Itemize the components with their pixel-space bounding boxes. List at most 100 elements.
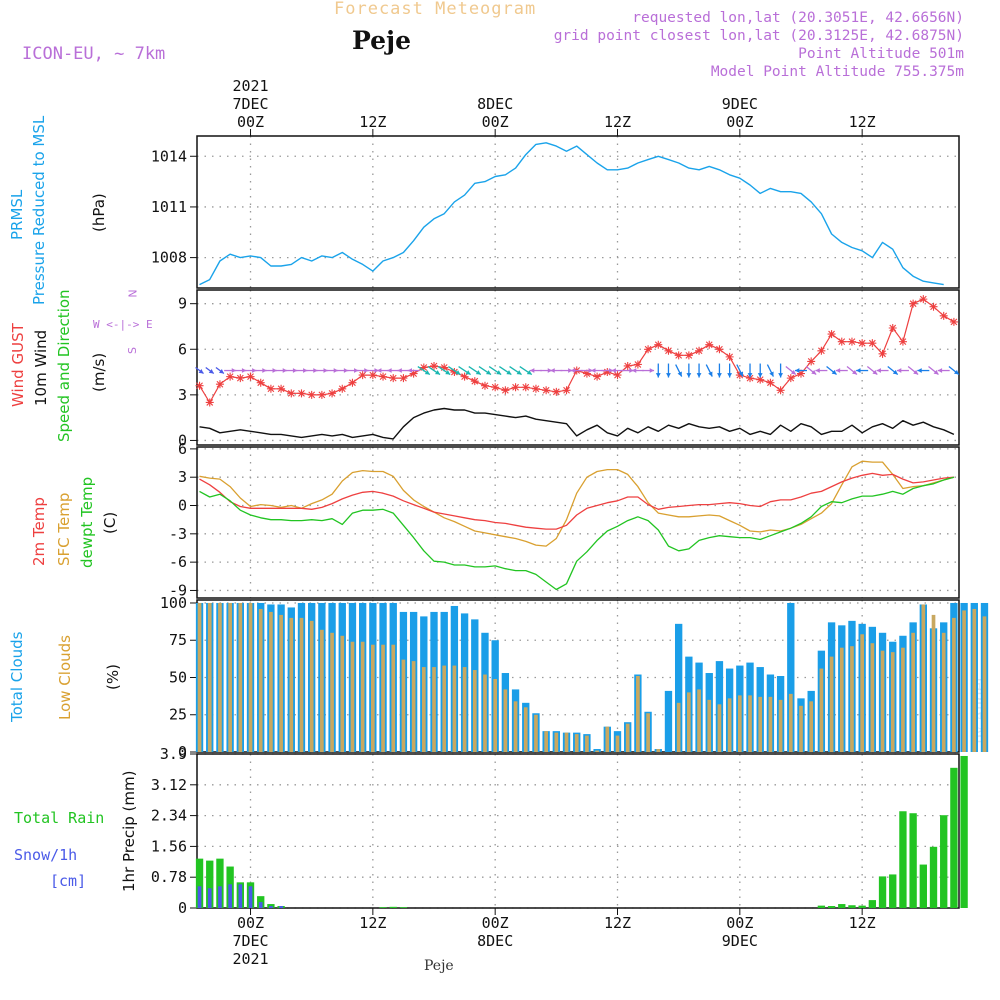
- wind-arrow-head: [727, 373, 733, 378]
- wind-arrow-head: [506, 370, 512, 375]
- wind-arrow-head: [387, 368, 392, 373]
- wind-arrow-head: [475, 370, 481, 375]
- low-cloud-bar: [421, 667, 426, 752]
- snow-bar: [238, 884, 243, 908]
- y-tick-label: 9: [178, 295, 187, 313]
- gust-marker: [888, 323, 897, 332]
- low-cloud-bar: [493, 678, 498, 752]
- gust-marker: [949, 317, 958, 326]
- wind-arrow-head: [282, 368, 288, 373]
- low-cloud-bar: [707, 699, 712, 752]
- time-label-top: 7DEC: [232, 95, 268, 113]
- y-tick-label: 1.56: [151, 837, 187, 855]
- gust-marker: [929, 302, 938, 311]
- panel-frame-wind: [196, 289, 960, 446]
- wind-arrow-head: [738, 371, 744, 377]
- total-cloud-bar: [787, 602, 795, 752]
- low-cloud-bar: [829, 656, 834, 752]
- model-altitude: Model Point Altitude 755.375m: [710, 64, 964, 80]
- wind-arrow-head: [686, 373, 692, 378]
- wind-arrow-head: [872, 369, 878, 375]
- gust-marker: [715, 345, 724, 354]
- low-cloud-bar: [564, 732, 569, 752]
- low-cloud-bar: [534, 714, 538, 752]
- dewpt-line: [199, 476, 955, 591]
- rain-bar: [909, 813, 917, 908]
- low-cloud-bar: [952, 617, 956, 752]
- gust-marker: [654, 340, 663, 349]
- gust-marker: [430, 361, 439, 370]
- panel-frame-temperature: [196, 446, 960, 599]
- wind-arrow-head: [529, 368, 535, 373]
- rain-bar: [929, 846, 938, 908]
- gust-marker: [256, 378, 265, 387]
- snow-bar: [207, 888, 212, 908]
- y-tick-label: 3: [178, 468, 187, 486]
- sfc-temp-line: [199, 460, 955, 547]
- y-tick-label: 3: [178, 386, 187, 404]
- low-cloud-bar: [574, 734, 579, 752]
- low-cloud-bar: [309, 620, 314, 752]
- y-tick-label: -9: [169, 581, 187, 599]
- low-cloud-bar: [625, 723, 630, 752]
- gust-marker: [817, 346, 826, 355]
- low-cloud-bar: [371, 644, 375, 752]
- rain-bar: [868, 900, 877, 908]
- wind-arrow-head: [717, 373, 722, 378]
- time-label-top: 9DEC: [722, 95, 758, 113]
- low-cloud-bar: [972, 608, 977, 752]
- gust-marker: [226, 372, 235, 381]
- total-cloud-bar: [593, 749, 601, 752]
- low-cloud-bar: [727, 698, 732, 752]
- gust-marker: [858, 339, 867, 348]
- snow-bar: [218, 886, 222, 908]
- snow-bar: [228, 884, 232, 908]
- rain-bar: [858, 905, 866, 908]
- y-tick-label: 25: [169, 706, 187, 724]
- wind-arrow-head: [892, 369, 898, 375]
- wind-arrow-head: [465, 370, 471, 375]
- gust-marker: [379, 372, 388, 381]
- wind-arrow-head: [292, 368, 298, 373]
- wind-arrow-head: [794, 368, 800, 373]
- pressure-line: [199, 142, 944, 286]
- wind-arrow-head: [252, 368, 257, 373]
- wind-arrow-head: [815, 368, 820, 373]
- wind-arrow-head: [696, 373, 702, 378]
- total-rain-label: Total Rain: [14, 809, 105, 827]
- low-cloud-bar: [778, 699, 783, 752]
- low-cloud-bar: [401, 659, 406, 752]
- gust-marker: [419, 363, 428, 372]
- location-title: Peje: [352, 26, 411, 55]
- y-tick-label: 100: [160, 594, 187, 612]
- gust-marker: [552, 387, 561, 396]
- y-tick-label: 6: [178, 440, 187, 458]
- low-cloud-bar: [544, 731, 548, 752]
- snow-bar: [197, 886, 202, 908]
- time-label-bottom: 12Z: [849, 914, 876, 932]
- wind-arrow-head: [313, 368, 318, 373]
- wind-arrow-head: [852, 369, 857, 375]
- gust-marker: [582, 369, 591, 378]
- low-cloud-bar: [860, 634, 864, 752]
- requested-coords: requested lon,lat (20.3051E, 42.6656N): [632, 10, 964, 26]
- wind-arrow-head: [231, 368, 237, 373]
- rain-bar: [817, 905, 826, 908]
- low-cloud-bar: [962, 610, 966, 752]
- time-label-top: 12Z: [849, 113, 876, 131]
- wind-arrow-head: [835, 368, 841, 373]
- wind-arrow-head: [445, 370, 451, 375]
- rain-bar: [960, 755, 968, 908]
- rain-bar: [195, 858, 204, 908]
- rain-bar: [216, 858, 224, 908]
- low-cloud-bar: [748, 695, 752, 752]
- wind-arrow-head: [323, 368, 328, 373]
- time-label-bottom: 00Z: [726, 914, 753, 932]
- low-cloud-bar: [788, 693, 793, 752]
- wind-arrow-head: [547, 368, 553, 373]
- gust-marker: [348, 378, 357, 387]
- gust-marker: [358, 371, 367, 380]
- low-cloud-bar: [819, 668, 824, 752]
- low-cloud-bar: [411, 661, 416, 752]
